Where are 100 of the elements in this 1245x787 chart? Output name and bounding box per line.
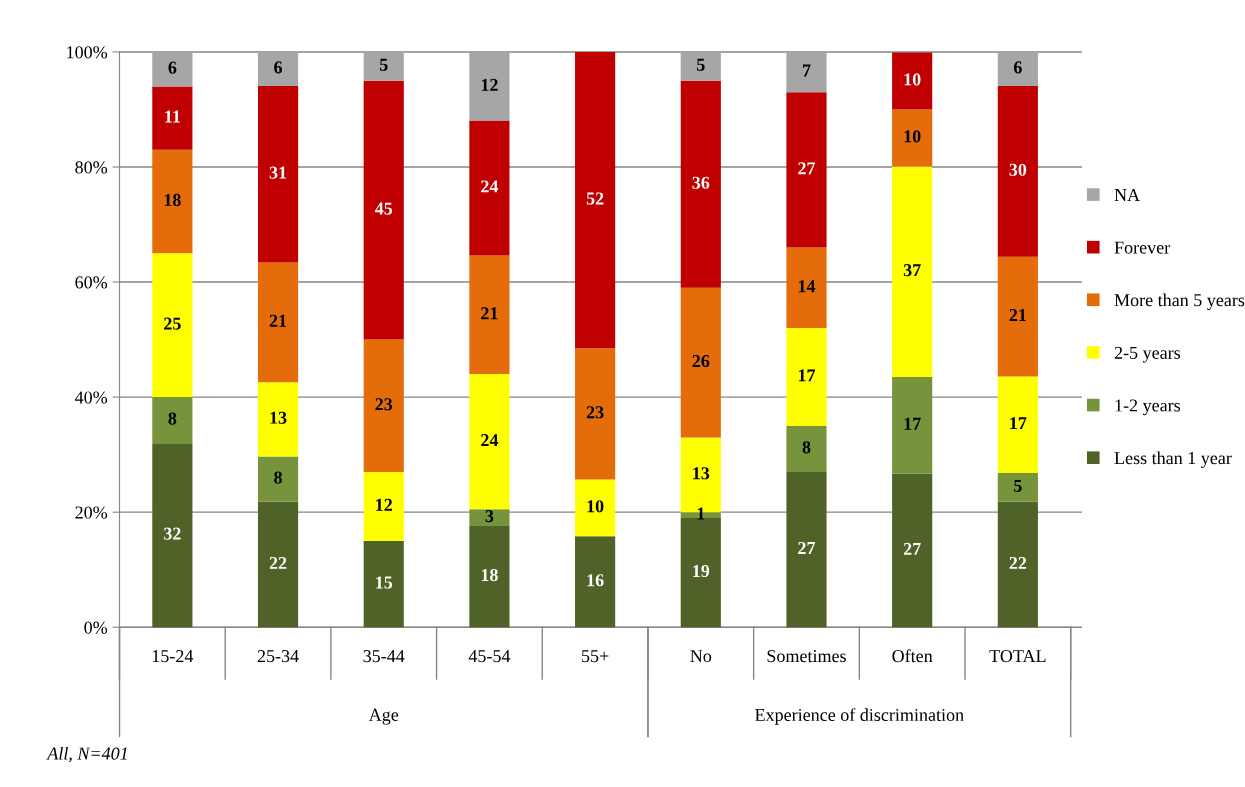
data-label: 31	[269, 166, 287, 179]
data-label: 30	[1009, 163, 1027, 176]
bar	[469, 374, 510, 510]
data-label: 21	[269, 314, 287, 327]
data-label: 37	[903, 264, 921, 277]
bar	[257, 382, 299, 457]
bar	[257, 501, 299, 628]
legend-label: Less than 1 year	[1114, 451, 1232, 468]
bar	[469, 525, 510, 628]
text: All, N=401	[46, 746, 127, 763]
x-tick-label: 15-24	[152, 650, 194, 663]
bar	[469, 509, 510, 526]
bar	[469, 255, 510, 375]
bar	[997, 51, 1038, 86]
data-label: 17	[904, 417, 921, 430]
data-label: 17	[798, 369, 816, 382]
legend-label: NA	[1114, 188, 1140, 201]
bar	[786, 425, 827, 472]
bar	[892, 52, 933, 110]
data-label: 13	[693, 467, 710, 480]
data-label: 15	[376, 576, 393, 589]
legend-label: Forever	[1114, 241, 1171, 254]
data-label: 25	[164, 317, 181, 330]
bar	[892, 166, 933, 377]
data-label: 19	[693, 564, 710, 578]
data-label: 8	[168, 412, 177, 425]
bar	[152, 86, 193, 150]
bar	[892, 473, 933, 628]
data-label: 10	[904, 130, 921, 143]
legend-label: 1-2 years	[1115, 399, 1181, 416]
data-label: 24	[481, 180, 499, 193]
bar	[892, 376, 933, 474]
data-label: 17	[1010, 417, 1027, 430]
data-label: 12	[376, 498, 392, 511]
bar	[363, 51, 404, 81]
y-tick-label: 60%	[75, 276, 108, 289]
bar	[152, 149, 193, 254]
bar	[997, 473, 1038, 502]
data-label: 3	[485, 510, 494, 523]
x-tick-label: Sometimes	[767, 650, 846, 663]
bar	[257, 456, 299, 502]
bar	[575, 479, 616, 537]
bar	[152, 397, 193, 444]
data-label: 5	[379, 58, 388, 71]
data-label: 13	[270, 411, 287, 424]
bar	[786, 51, 827, 93]
bar	[680, 287, 721, 438]
data-label: 21	[481, 307, 498, 320]
data-label: 27	[798, 541, 816, 554]
bar	[997, 85, 1038, 257]
data-label: 27	[903, 542, 921, 555]
data-label: 45	[374, 202, 393, 215]
bar	[363, 339, 404, 472]
bar	[575, 51, 616, 349]
x-tick-label: 25-34	[257, 650, 299, 663]
bar	[363, 540, 404, 628]
data-label: 6	[1013, 61, 1022, 74]
data-label: 26	[692, 354, 710, 368]
data-label: 24	[481, 434, 499, 447]
bar	[469, 120, 510, 256]
data-label: 32	[164, 527, 181, 540]
data-label: 12	[481, 78, 498, 91]
data-label: 8	[802, 441, 811, 454]
x-tick-label: 35-44	[363, 650, 405, 663]
bar	[786, 92, 827, 248]
data-label: 21	[1009, 308, 1026, 321]
bar	[257, 262, 299, 383]
data-label: 16	[587, 574, 604, 587]
bar	[469, 52, 510, 121]
data-label: 6	[274, 61, 283, 74]
text: Age	[368, 708, 399, 725]
data-label: 6	[168, 61, 177, 74]
bar	[575, 348, 616, 480]
x-tick-label: 55+	[582, 650, 609, 663]
text: Experience of discrimination	[755, 708, 964, 725]
data-label: 10	[587, 500, 604, 513]
y-tick-label: 20%	[75, 506, 108, 519]
legend-label: More than 5 years	[1114, 293, 1245, 310]
bar	[363, 80, 404, 340]
bar	[786, 247, 827, 329]
data-label: 36	[692, 176, 710, 189]
data-label: 27	[798, 162, 816, 175]
data-label: 10	[904, 73, 921, 86]
bar	[786, 471, 827, 628]
x-tick-label: TOTAL	[989, 650, 1046, 663]
data-label: 18	[481, 568, 498, 582]
bar	[257, 85, 299, 263]
x-tick-label: 45-54	[468, 650, 511, 663]
bar	[680, 80, 721, 288]
data-label: 14	[798, 280, 816, 293]
data-label: 11	[165, 110, 180, 123]
bar	[680, 51, 721, 81]
data-label: 22	[1009, 556, 1027, 569]
data-label: 5	[1014, 479, 1022, 492]
y-tick-label: 80%	[75, 161, 108, 174]
data-label: 5	[697, 58, 705, 71]
y-tick-label: 40%	[74, 391, 108, 404]
data-label: 23	[375, 398, 393, 411]
x-tick-label: Often	[892, 649, 933, 663]
bar	[892, 109, 933, 167]
